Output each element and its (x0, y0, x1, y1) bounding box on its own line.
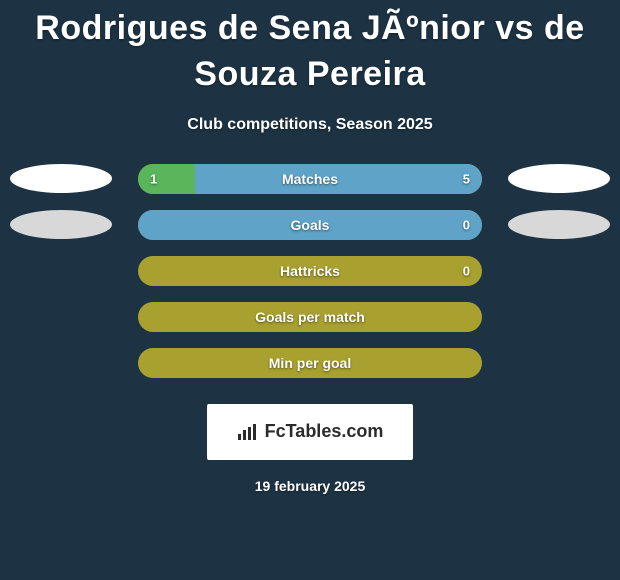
page-title: Rodrigues de Sena JÃºnior vs de Souza Pe… (10, 0, 610, 98)
bar-chart-icon (237, 423, 259, 441)
comparison-card: Rodrigues de Sena JÃºnior vs de Souza Pe… (0, 0, 620, 494)
left-pill (10, 164, 112, 193)
stat-row: Goals per match (10, 302, 610, 332)
bar-label: Goals per match (255, 309, 365, 325)
right-pill (508, 164, 610, 193)
bar-label: Matches (282, 171, 338, 187)
branding-text: FcTables.com (265, 421, 384, 442)
stat-bar: Goals 0 (138, 210, 482, 240)
bar-label: Goals (291, 217, 330, 233)
right-pill (508, 210, 610, 239)
stat-row: Min per goal (10, 348, 610, 378)
stat-row: 1 Matches 5 (10, 164, 610, 194)
branding-badge: FcTables.com (207, 404, 413, 460)
stat-row: Goals 0 (10, 210, 610, 240)
bar-value-left: 1 (150, 171, 157, 186)
bar-value-right: 0 (463, 263, 470, 278)
stat-rows: 1 Matches 5 Goals 0 Hattricks 0 Goals per match… (10, 164, 610, 378)
bar-value-right: 5 (463, 171, 470, 186)
stat-row: Hattricks 0 (10, 256, 610, 286)
bar-label: Min per goal (269, 355, 351, 371)
date-label: 19 february 2025 (10, 478, 610, 494)
stat-bar: 1 Matches 5 (138, 164, 482, 194)
bar-value-right: 0 (463, 217, 470, 232)
bar-label: Hattricks (280, 263, 340, 279)
bar-fill-left (138, 164, 195, 194)
subtitle: Club competitions, Season 2025 (10, 116, 610, 134)
bar-fill-right (195, 164, 482, 194)
stat-bar: Goals per match (138, 302, 482, 332)
stat-bar: Min per goal (138, 348, 482, 378)
stat-bar: Hattricks 0 (138, 256, 482, 286)
left-pill (10, 210, 112, 239)
